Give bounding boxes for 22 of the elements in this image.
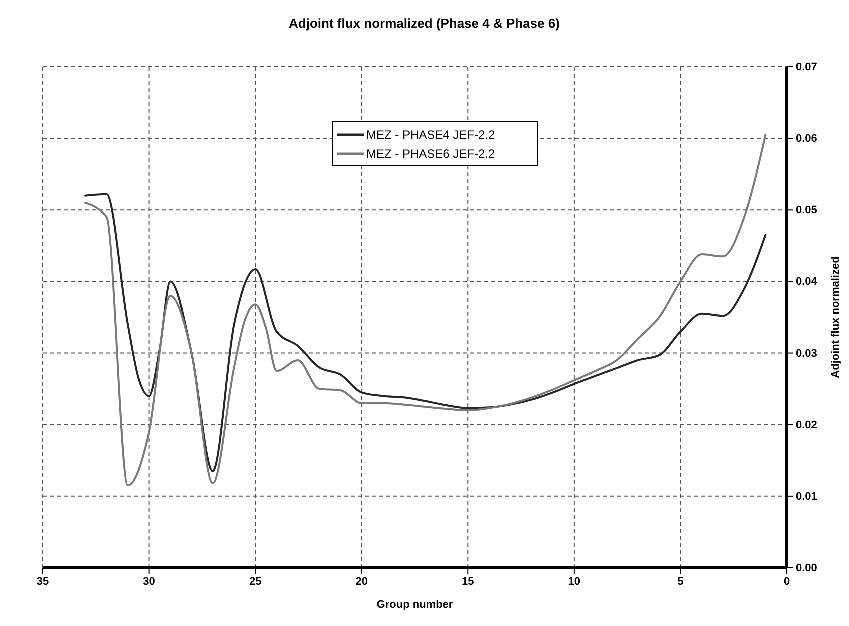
y-axis-title: Adjoint flux normalized [830, 256, 842, 378]
x-tick-label: 20 [356, 576, 368, 588]
x-tick-label: 5 [678, 576, 684, 588]
x-tick-label: 30 [143, 576, 156, 588]
y-tick-label: 0.05 [796, 204, 818, 217]
x-tick-label: 0 [784, 576, 790, 588]
x-tick-label: 35 [36, 576, 50, 588]
chart-title: Adjoint flux normalized (Phase 4 & Phase 6) [289, 16, 560, 31]
y-tick-label: 0.06 [796, 133, 818, 146]
y-tick-label: 0.07 [796, 62, 818, 74]
legend-label: MEZ - PHASE6 JEF-2.2 [366, 147, 496, 161]
line-series [84, 193, 767, 472]
y-tick-label: 0.00 [796, 562, 818, 575]
y-tick-label: 0.01 [796, 490, 818, 503]
x-axis-title: Group number [376, 599, 454, 611]
y-tick-label: 0.02 [796, 419, 818, 432]
y-tick-label: 0.03 [796, 348, 818, 360]
x-tick-label: 25 [249, 576, 262, 588]
legend-label: MEZ - PHASE4 JEF-2.2 [366, 128, 496, 142]
x-tick-label: 15 [462, 576, 474, 588]
x-tick-label: 10 [568, 576, 581, 588]
y-tick-label: 0.04 [796, 276, 818, 288]
